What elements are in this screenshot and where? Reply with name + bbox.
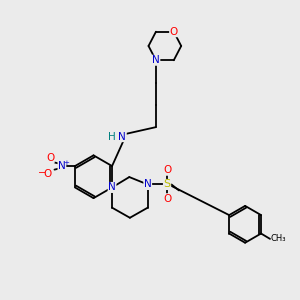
Text: H: H — [108, 132, 116, 142]
Text: N: N — [108, 182, 116, 193]
Text: N: N — [144, 179, 152, 190]
Text: CH₃: CH₃ — [271, 234, 286, 243]
Text: O: O — [163, 165, 171, 175]
Text: N: N — [118, 132, 126, 142]
Text: O: O — [170, 27, 178, 37]
Text: O: O — [46, 153, 54, 163]
Text: N: N — [152, 55, 160, 65]
Text: O: O — [44, 169, 52, 179]
Text: −: − — [38, 168, 46, 178]
Text: N: N — [58, 161, 66, 171]
Text: O: O — [163, 194, 171, 204]
Text: +: + — [63, 160, 69, 166]
Text: S: S — [164, 179, 171, 190]
